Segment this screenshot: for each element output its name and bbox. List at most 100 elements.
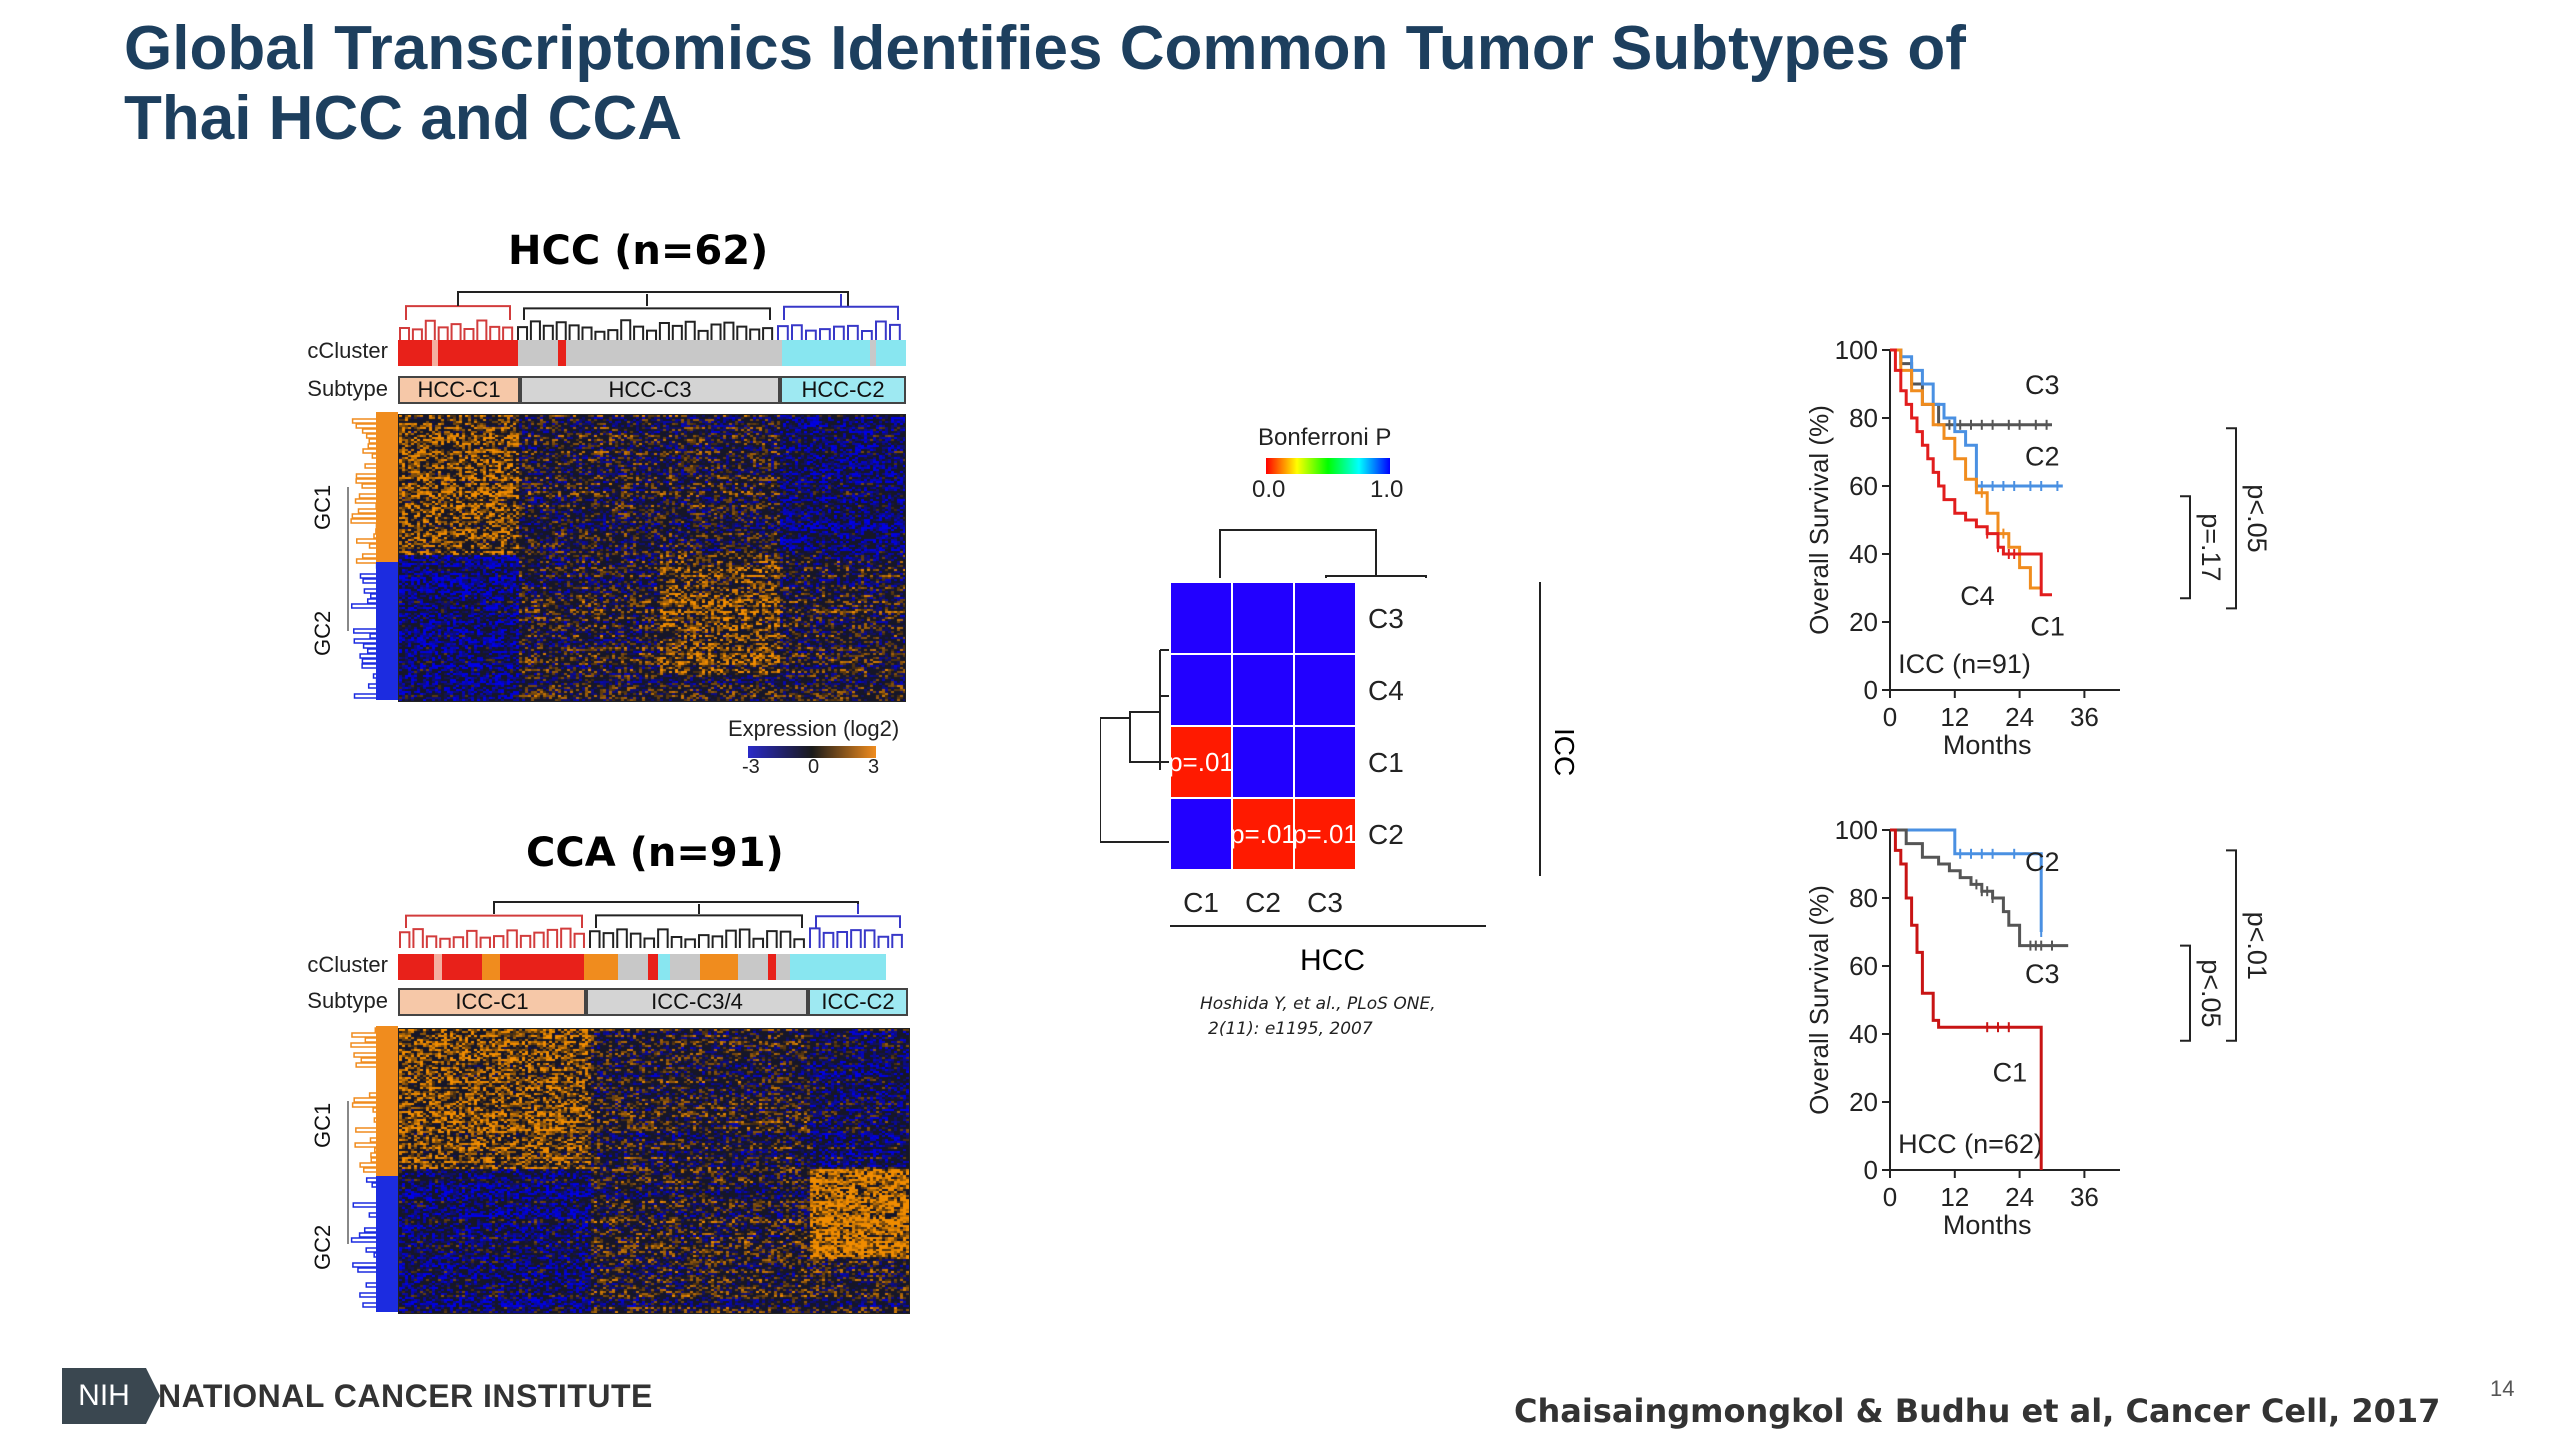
y-axis-label: Overall Survival (%) <box>1804 885 1834 1115</box>
km-curve-c1 <box>1890 348 2052 597</box>
matrix-row-label: C1 <box>1368 747 1404 778</box>
y-tick-label: 40 <box>1849 539 1878 569</box>
bonferroni-legend-title: Bonferroni P <box>1258 424 1392 451</box>
matrix-row-label: C3 <box>1368 603 1404 634</box>
matrix-cell <box>1231 581 1295 655</box>
nih-logo-arrow <box>146 1368 160 1424</box>
matrix-reference-line2: 2(11): e1195, 2007 <box>1208 1019 1373 1039</box>
x-tick-label: 36 <box>2070 702 2099 732</box>
cca-subtype-row-label: Subtype <box>307 988 388 1013</box>
km-series-label: C3 <box>2025 959 2060 989</box>
hcc-gc2-label: GC2 <box>310 610 335 656</box>
matrix-cell <box>1293 725 1357 799</box>
hcc-gene-dendrogram <box>347 412 398 700</box>
y-tick-label: 20 <box>1849 1087 1878 1117</box>
x-axis-label: Months <box>1943 730 2032 760</box>
km-series-label: C3 <box>2025 370 2060 400</box>
matrix-reference-line1: Hoshida Y, et al., PLoS ONE, <box>1200 994 1436 1014</box>
hcc-dendrogram <box>399 291 901 340</box>
km-curve-c3 <box>1890 828 2069 948</box>
significance-bracket <box>2226 427 2237 610</box>
matrix-cell <box>1293 797 1357 871</box>
y-tick-label: 0 <box>1864 675 1878 705</box>
y-tick-label: 60 <box>1849 951 1878 981</box>
matrix-cell <box>1231 797 1295 871</box>
significance-bracket <box>2180 944 2191 1042</box>
x-tick-label: 12 <box>1940 702 1969 732</box>
hcc-cluster-bar <box>398 340 906 366</box>
bonferroni-legend-tick-max: 1.0 <box>1370 476 1404 503</box>
matrix-cell <box>1293 653 1357 727</box>
matrix-col-label: C1 <box>1183 887 1219 918</box>
slide-title: Global Transcriptomics Identifies Common… <box>124 14 2124 154</box>
cca-cluster-bar <box>398 954 908 980</box>
y-tick-label: 40 <box>1849 1019 1878 1049</box>
hcc-subtype-bar: HCC-C1 HCC-C3 HCC-C2 <box>398 376 906 404</box>
matrix-row-label: C4 <box>1368 675 1404 706</box>
matrix-cell-pvalue: p=.01 <box>1292 819 1358 849</box>
x-tick-label: 0 <box>1883 702 1897 732</box>
km-series-label: C4 <box>1960 581 1995 611</box>
x-tick-label: 36 <box>2070 1182 2099 1212</box>
y-axis-label: Overall Survival (%) <box>1804 405 1834 635</box>
matrix-col-group-label: HCC <box>1300 944 1365 977</box>
km-series-label: C1 <box>2030 612 2065 642</box>
x-tick-label: 0 <box>1883 1182 1897 1212</box>
footer-organization: NATIONAL CANCER INSTITUTE <box>158 1378 653 1414</box>
x-tick-label: 24 <box>2005 702 2034 732</box>
y-tick-label: 20 <box>1849 607 1878 637</box>
significance-label: p=.17 <box>2196 513 2226 581</box>
slide-citation: Chaisaingmongkol & Budhu et al, Cancer C… <box>1514 1392 2441 1430</box>
subtype-hcc-c3: HCC-C3 <box>520 376 780 404</box>
matrix-cell <box>1231 653 1295 727</box>
hcc-cluster-row-label: cCluster <box>307 338 388 363</box>
matrix-cell <box>1169 581 1233 655</box>
x-tick-label: 12 <box>1940 1182 1969 1212</box>
significance-label: p<.01 <box>2242 912 2272 980</box>
cca-heatmap-title: CCA (n=91) <box>526 830 784 876</box>
x-axis-label: Months <box>1943 1210 2032 1240</box>
significance-bracket <box>2180 495 2191 600</box>
matrix-row-group-label: ICC <box>1549 728 1580 776</box>
matrix-cell-pvalue: p=.01 <box>1168 747 1234 777</box>
y-tick-label: 100 <box>1835 335 1878 365</box>
km-curve-c2 <box>1890 828 2043 932</box>
cca-expression-heatmap <box>398 1028 910 1314</box>
expression-legend-tick-max: 3 <box>868 756 880 778</box>
cca-gene-dendrogram <box>347 1026 398 1312</box>
nih-logo: NIH <box>62 1368 146 1424</box>
significance-label: p<.05 <box>2196 959 2226 1027</box>
x-tick-label: 24 <box>2005 1182 2034 1212</box>
matrix-row-dendrogram <box>1129 711 1170 763</box>
y-tick-label: 0 <box>1864 1155 1878 1185</box>
expression-legend-bar <box>748 746 876 758</box>
hcc-subtype-row-label: Subtype <box>307 376 388 401</box>
matrix-cell <box>1169 797 1233 871</box>
subtype-hcc-c2: HCC-C2 <box>780 376 906 404</box>
expression-legend-tick-mid: 0 <box>808 756 820 778</box>
matrix-reference: Hoshida Y, et al., PLoS ONE, 2(11): e119… <box>1200 992 1436 1042</box>
subtype-icc-c1: ICC-C1 <box>398 988 586 1016</box>
bonferroni-legend-tick-min: 0.0 <box>1252 476 1286 503</box>
slide-title-line2: Thai HCC and CCA <box>124 84 682 153</box>
matrix-row-label: C2 <box>1368 819 1404 850</box>
matrix-col-dendrogram <box>1219 529 1377 578</box>
matrix-cell <box>1293 581 1357 655</box>
page-number: 14 <box>2490 1376 2515 1401</box>
significance-bracket <box>2226 849 2237 1042</box>
cca-subtype-bar: ICC-C1 ICC-C3/4 ICC-C2 <box>398 988 908 1016</box>
y-tick-label: 80 <box>1849 883 1878 913</box>
hcc-gc1-label: GC1 <box>310 484 335 530</box>
y-tick-label: 100 <box>1835 815 1878 845</box>
subtype-icc-c3-4: ICC-C3/4 <box>586 988 808 1016</box>
km-series-label: C1 <box>1993 1058 2028 1088</box>
km-title: ICC (n=91) <box>1898 649 2031 679</box>
bonferroni-legend-bar <box>1266 458 1390 474</box>
km-title: HCC (n=62) <box>1898 1129 2043 1159</box>
subtype-icc-c2: ICC-C2 <box>808 988 908 1016</box>
cca-gc1-label: GC1 <box>310 1102 335 1148</box>
slide-title-line1: Global Transcriptomics Identifies Common… <box>124 14 1966 83</box>
km-curve-c1 <box>1890 828 2043 1170</box>
matrix-cell-pvalue: p=.01 <box>1230 819 1296 849</box>
